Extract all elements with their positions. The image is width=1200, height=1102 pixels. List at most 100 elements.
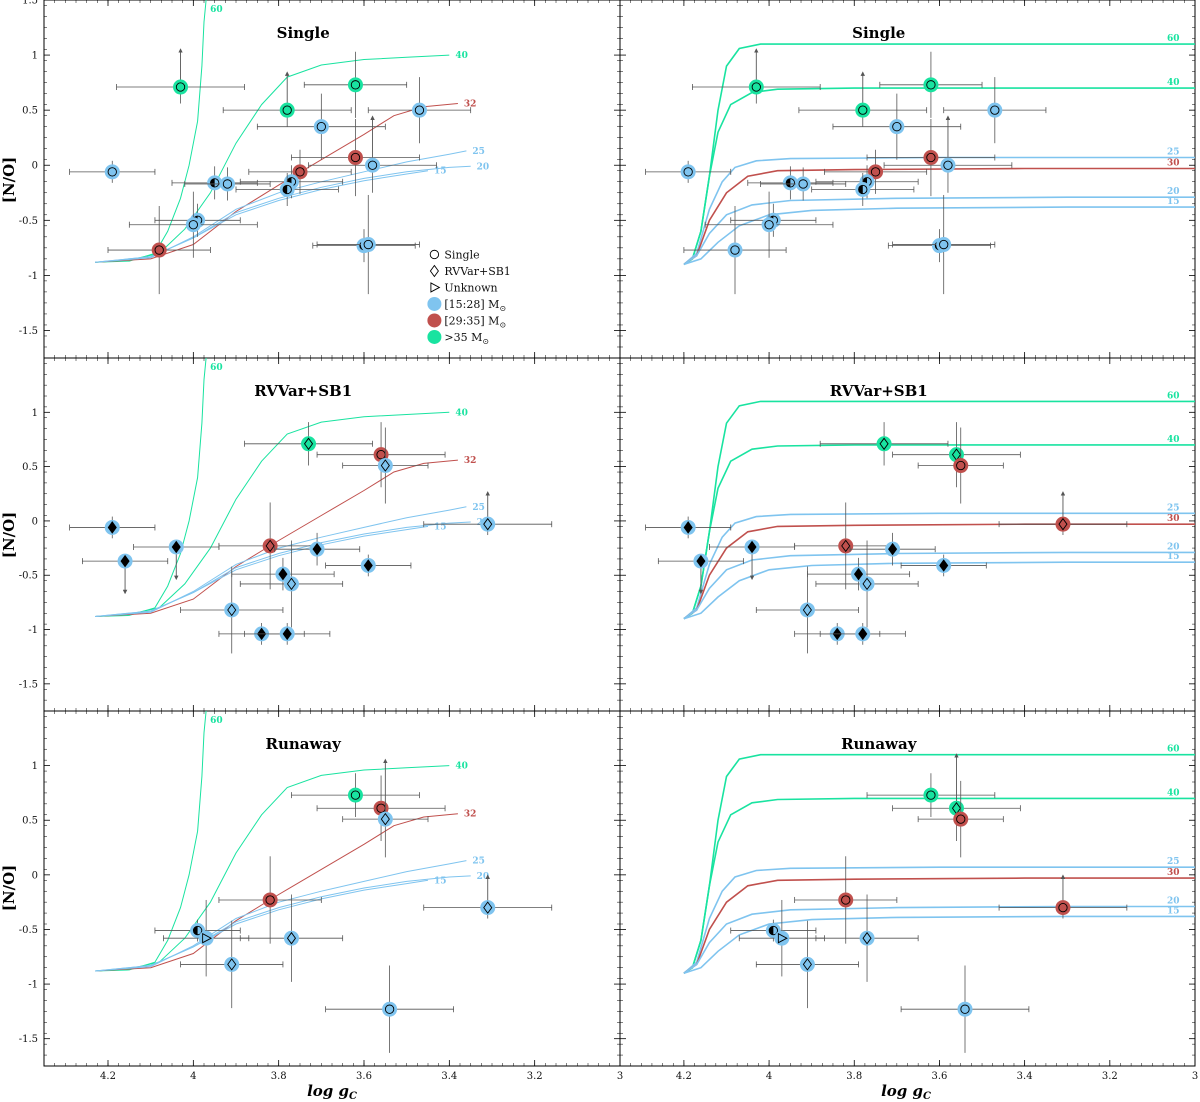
diamond-marker: [120, 554, 130, 568]
tracks: [683, 753, 1195, 974]
mass-group-disc: [868, 164, 884, 180]
track-32: [95, 813, 458, 972]
panel-title: Single: [277, 24, 330, 42]
x-tick-label: 3.8: [271, 1071, 287, 1082]
mass-group-disc: [173, 79, 189, 95]
data-point: [367, 77, 472, 144]
track-label-60: 60: [1167, 745, 1180, 755]
legend-triangle-icon: [430, 282, 441, 293]
data-point: [291, 118, 420, 197]
track-label-20: 20: [1167, 897, 1180, 907]
legend-mass-subscript: ⊙: [482, 337, 489, 346]
x-tick-label: 3.4: [441, 1071, 457, 1082]
circle-marker: [1058, 902, 1068, 913]
track-20: [683, 196, 1195, 266]
mass-group-disc: [301, 436, 317, 452]
circle-marker: [990, 105, 1000, 115]
legend-mass-subscript: ⊙: [499, 304, 506, 313]
data-point: [866, 773, 996, 817]
track-label-40: 40: [1167, 788, 1180, 798]
track-15: [683, 915, 1195, 974]
data-point: [239, 540, 344, 628]
panel-1: -1.5 -1 -0.5 0 0.5 1 1.5 Single 60 40 32 25 20 15 Sing…: [19, 0, 621, 359]
data-point: [184, 167, 271, 201]
data-point: [325, 554, 412, 577]
circle-marker: [265, 895, 275, 905]
track-15: [95, 525, 429, 617]
circle-marker: [956, 460, 966, 471]
data-point: [819, 422, 949, 466]
mass-group-disc: [382, 1001, 398, 1017]
data-point: [811, 172, 915, 206]
panels-layer: -1.5-1-0.500.511.5Single604032252015Sing…: [19, 0, 1198, 1082]
data-point: [824, 149, 928, 194]
data-point: [883, 115, 1013, 193]
track-30: [683, 523, 1195, 620]
legend-mass-label: [15:28] M⊙: [444, 298, 506, 313]
track-label-25: 25: [472, 503, 485, 513]
y-tick-label: 1: [32, 408, 38, 419]
mass-group-disc: [923, 150, 939, 166]
data-point: [423, 874, 553, 919]
data-point: [998, 491, 1128, 536]
circle-marker-half-fill: [858, 185, 863, 194]
circle-marker: [175, 82, 186, 92]
data-point: [273, 532, 361, 566]
mass-group-disc: [219, 176, 235, 192]
track-40: [95, 54, 450, 263]
data-point: [832, 93, 962, 160]
mass-group-disc: [859, 930, 875, 946]
y-tick-label: 0: [32, 516, 38, 527]
track-60: [683, 400, 1195, 620]
y-tick-label: -1.5: [19, 326, 38, 337]
track-label-40: 40: [455, 51, 468, 61]
data-point: [128, 191, 258, 258]
track-32: [95, 459, 458, 617]
x-tick-label: 3: [617, 1071, 623, 1082]
legend-mass-label: >35 M⊙: [444, 331, 489, 346]
diamond-marker: [802, 603, 812, 617]
data-point: [738, 899, 825, 977]
y-tick-label: 1.5: [22, 0, 38, 7]
mass-group-disc: [761, 217, 777, 233]
triangle-marker: [777, 932, 788, 944]
diamond-marker: [312, 542, 322, 556]
data-point: [892, 422, 1021, 488]
panel-5: -1.5 -1 -0.5 0 0.5 1 4.2 4 3.8 3.6 3.4 3.2 3 Runaway 6…: [19, 710, 623, 1082]
x-axis-label-right: log gC: [881, 1082, 931, 1102]
data-point: [171, 166, 258, 200]
track-15: [95, 879, 429, 972]
diamond-marker: [278, 567, 288, 581]
diamond-marker: [265, 539, 275, 553]
circle-marker: [798, 179, 808, 189]
circle-marker: [350, 152, 361, 163]
x-axis-label-right-sub: C: [923, 1091, 931, 1102]
mass-group-disc: [347, 77, 363, 93]
data-point: [244, 623, 331, 645]
data-point: [180, 566, 284, 654]
data-point: [819, 623, 906, 645]
data-point: [218, 502, 322, 590]
data-point: [231, 557, 335, 591]
track-60: [683, 753, 1195, 974]
track-30: [683, 877, 1195, 974]
circle-marker: [350, 790, 361, 800]
track-label-20: 20: [477, 162, 490, 172]
data-point: [235, 172, 339, 206]
mass-group-disc: [104, 164, 120, 180]
x-tick-label: 3.2: [527, 1071, 543, 1082]
mass-group-disc: [727, 242, 743, 258]
data-point: [316, 422, 446, 488]
data-point: [256, 93, 386, 160]
circle-marker: [295, 167, 305, 177]
circle-marker-half-fill: [283, 185, 288, 194]
circle-marker: [939, 239, 949, 250]
y-tick-label: -0.5: [19, 571, 38, 582]
data-point: [133, 539, 220, 581]
track-30: [683, 167, 1195, 266]
legend-mass-swatch: [427, 313, 442, 328]
mass-group-disc: [923, 77, 939, 93]
data-point: [892, 194, 996, 295]
track-label-32: 32: [464, 100, 477, 110]
